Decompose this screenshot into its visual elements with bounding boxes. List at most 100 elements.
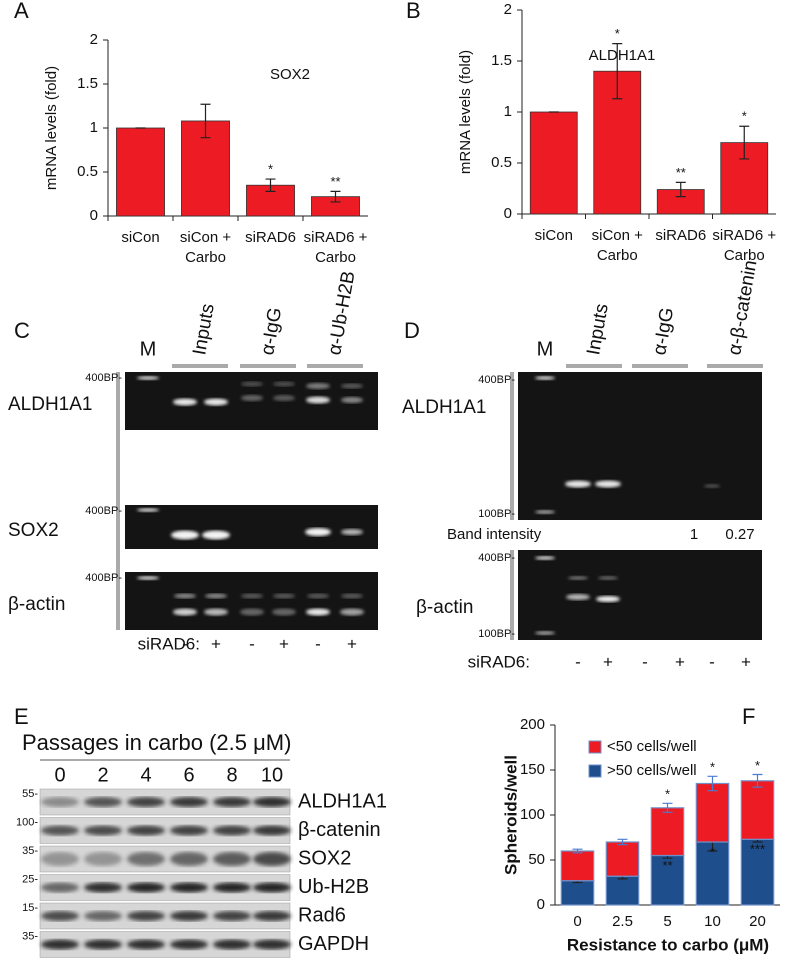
blot-band: [84, 882, 122, 893]
panel-letter: E: [14, 704, 29, 729]
x-tick-label: siRAD6 + Carbo: [712, 227, 777, 264]
band-intensity-value: 1: [690, 526, 698, 543]
significance: *: [755, 758, 760, 773]
legend-swatch: [588, 764, 602, 778]
significance: ***: [750, 842, 765, 857]
gel-band: [241, 395, 263, 401]
treatment-label: siRAD6:: [468, 652, 530, 671]
passage-label: 6: [183, 764, 194, 786]
significance: **: [662, 858, 672, 873]
bar-segment: [560, 850, 595, 882]
significance: *: [710, 760, 715, 775]
blot-band: [41, 882, 79, 893]
size-marker: 100-: [16, 816, 38, 828]
bar-segment: [650, 807, 685, 857]
blot-band: [84, 797, 122, 807]
gel-band: [341, 383, 363, 389]
protein-label: SOX2: [298, 847, 351, 869]
y-axis-label: mRNA levels (fold): [457, 50, 474, 174]
significance: *: [665, 787, 670, 802]
size-marker: 15-: [22, 902, 38, 914]
legend-swatch: [588, 740, 602, 754]
passage-label: 8: [226, 764, 237, 786]
blot-band: [170, 939, 208, 950]
blot-band: [127, 939, 165, 950]
treatment-sign: -: [642, 652, 648, 671]
gel-band: [340, 608, 364, 616]
blot-band: [41, 911, 79, 921]
error-bar: [330, 190, 341, 203]
blot-band: [213, 939, 251, 950]
blot-band: [84, 911, 122, 921]
gel-band: [595, 480, 621, 488]
gel-band: [205, 593, 227, 599]
x-tick-label: 0: [573, 913, 581, 930]
error-bar: [265, 178, 276, 192]
gel-band: [305, 528, 331, 536]
protein-label: GAPDH: [298, 933, 369, 955]
gel-image: [518, 550, 762, 640]
x-tick-label: siRAD6: [245, 229, 296, 246]
treatment-sign: +: [603, 652, 613, 671]
blot-band: [41, 825, 79, 836]
blot-band: [213, 852, 251, 866]
gel-band: [565, 480, 591, 488]
error-bar: [675, 181, 686, 198]
gel-band: [306, 396, 330, 404]
x-tick-label: 10: [704, 913, 721, 930]
blot-band: [253, 825, 291, 836]
blot-band: [213, 882, 251, 893]
gel-image: [125, 372, 378, 430]
treatment-sign: +: [211, 634, 221, 653]
blot-band: [84, 825, 122, 836]
gel-band: [173, 398, 197, 406]
protein-label: β-catenin: [298, 819, 381, 841]
bar-segment: [695, 841, 730, 906]
passage-label: 0: [54, 764, 65, 786]
row-label: β-actin: [416, 597, 473, 618]
x-tick-label: 20: [749, 913, 766, 930]
size-marker: 400BP-: [85, 505, 122, 517]
error-bar: [707, 775, 718, 792]
error-bar: [662, 802, 673, 813]
treatment-sign: -: [315, 634, 321, 653]
gel-band: [535, 376, 555, 380]
blot-band: [127, 797, 165, 807]
lane-header: α-IgG: [257, 306, 286, 357]
error-bar: [612, 43, 623, 100]
size-marker: 400BP-: [478, 552, 515, 564]
blot-band: [41, 797, 79, 807]
gel-band: [306, 383, 330, 389]
gel-band: [535, 556, 555, 560]
size-marker: 35-: [22, 930, 38, 942]
bar: [720, 142, 769, 215]
gel-band: [306, 608, 330, 616]
significance: **: [330, 174, 340, 189]
lane-header: α-IgG: [649, 306, 678, 357]
panel-letter: C: [14, 318, 30, 343]
blot-band: [170, 797, 208, 807]
gel-band: [137, 376, 159, 380]
gel-band: [341, 593, 363, 599]
significance: *: [742, 109, 747, 124]
blot-band: [41, 939, 79, 950]
protein-label: ALDH1A1: [298, 790, 387, 812]
gel-image: [518, 372, 762, 520]
bar: [529, 111, 578, 215]
gel-band: [568, 576, 588, 580]
bar: [116, 127, 165, 217]
blot-band: [213, 825, 251, 836]
blot-band: [170, 825, 208, 836]
panel-letter: D: [404, 318, 420, 343]
y-tick-label: 0: [90, 207, 98, 224]
bar-segment: [740, 780, 775, 840]
y-tick-label: 0: [537, 896, 545, 913]
chart-title: SOX2: [270, 66, 310, 83]
x-tick-label: siCon: [534, 227, 573, 244]
significance: *: [615, 26, 620, 41]
gel-band: [566, 594, 590, 600]
row-label: ALDH1A1: [402, 397, 487, 418]
error-bar: [572, 848, 583, 854]
blot-band: [253, 797, 291, 807]
